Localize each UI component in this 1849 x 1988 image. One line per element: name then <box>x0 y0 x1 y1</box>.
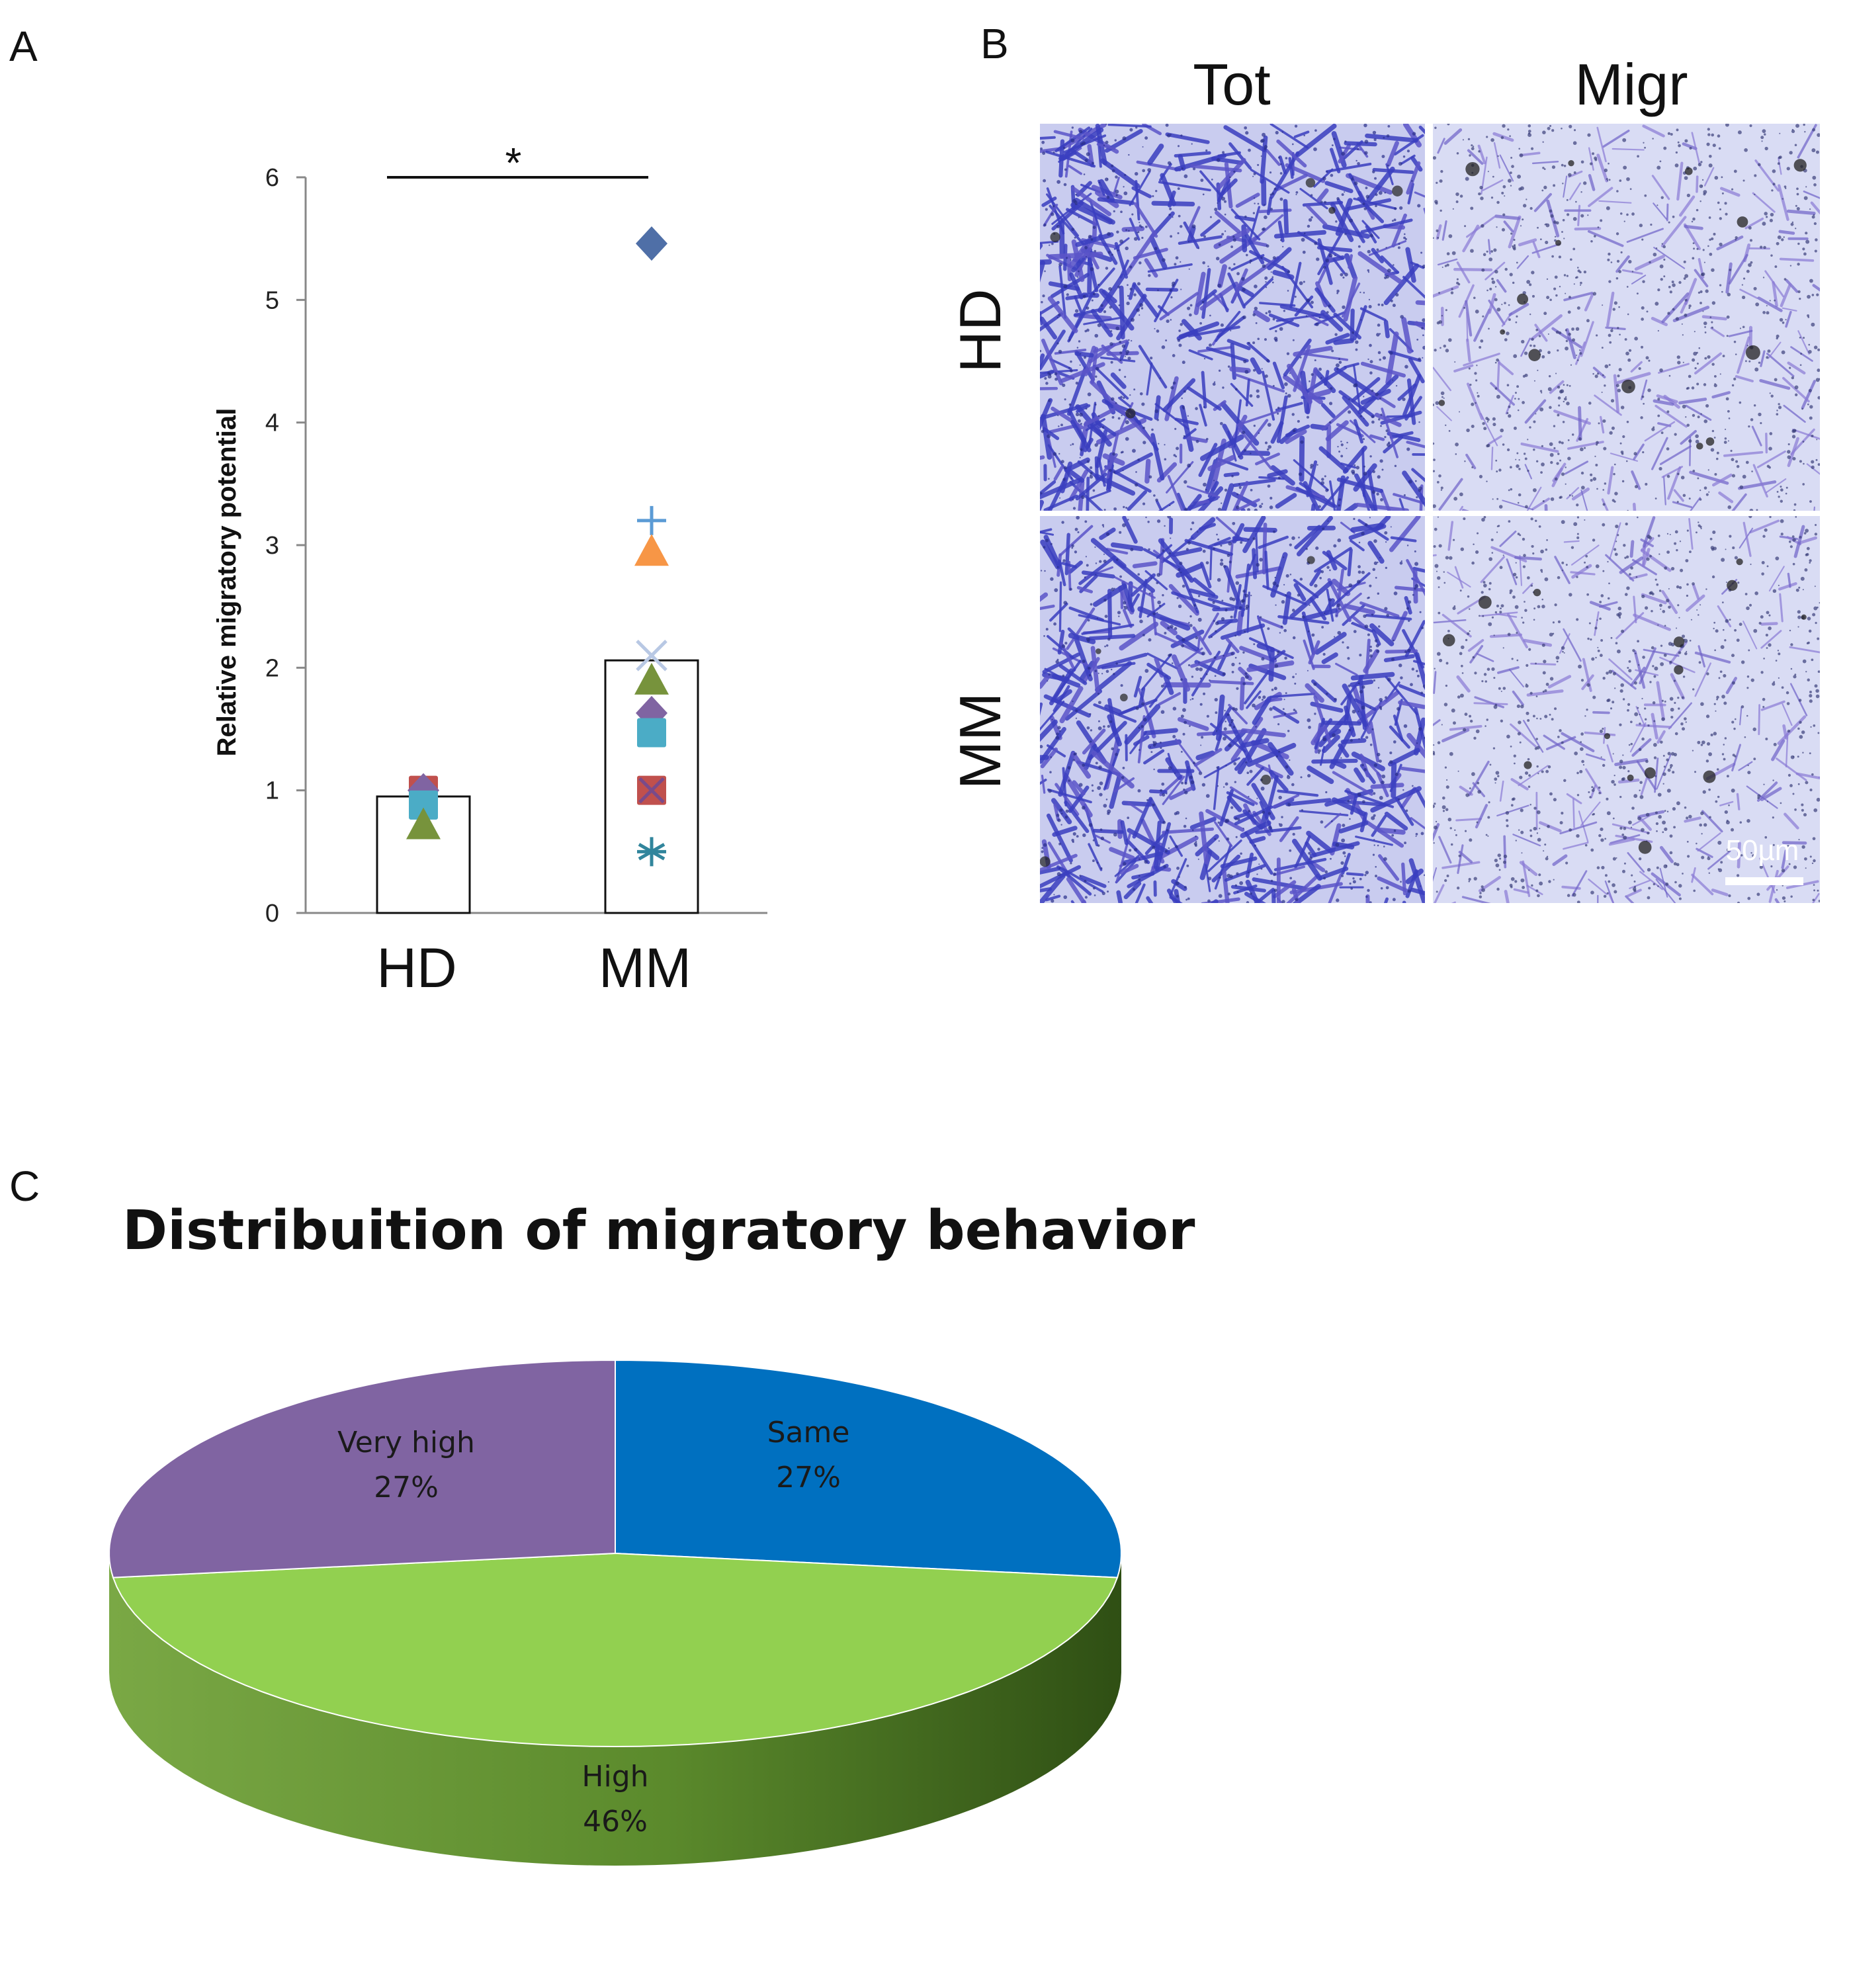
point-mm-triangle <box>634 534 669 566</box>
row-label-hd: HD <box>947 288 1013 372</box>
scale-bar <box>1725 877 1803 885</box>
category-label-hd: HD <box>376 937 456 999</box>
significance-star: * <box>505 139 522 187</box>
column-label-tot: Tot <box>1193 52 1270 117</box>
a-data-points <box>406 226 669 867</box>
pie-label-name: Same <box>767 1416 850 1449</box>
point-mm-plus <box>637 505 666 535</box>
panel-c: C Distribuition of migratory behavior Sa… <box>9 1162 1195 1866</box>
pie-title: Distribuition of migratory behavior <box>122 1199 1195 1262</box>
point-mm-cross <box>636 640 667 671</box>
y-tick-label: 4 <box>265 410 279 437</box>
category-label-mm: MM <box>599 937 691 999</box>
row-label-mm: MM <box>947 693 1013 790</box>
panel-a-letter: A <box>9 22 38 70</box>
micrograph-grid <box>1040 124 1820 903</box>
pie-label-percent: 46% <box>583 1805 648 1838</box>
point-mm-square-x <box>637 775 666 805</box>
significance-bracket: * <box>387 139 648 187</box>
point-hd-square <box>409 790 438 820</box>
micrograph-mm-migr <box>1433 516 1820 903</box>
y-tick-label: 0 <box>265 900 279 928</box>
pie-label-name: Very high <box>337 1426 475 1459</box>
pie-label-percent: 27% <box>776 1461 841 1494</box>
point-mm-asterisk <box>637 837 666 867</box>
panel-b-letter: B <box>980 20 1009 67</box>
y-tick-label: 1 <box>265 777 279 805</box>
micrograph-mm-tot <box>1040 516 1425 903</box>
pie-slice-high <box>112 1552 1119 1748</box>
column-label-migr: Migr <box>1574 52 1688 117</box>
y-tick-label: 2 <box>265 654 279 682</box>
panel-b: B Tot Migr HD MM 50µm <box>947 20 1820 903</box>
point-hd-triangle <box>406 807 441 840</box>
micrograph-hd-migr <box>1433 124 1820 511</box>
pie-side-wall <box>109 1553 1121 1866</box>
y-axis-label: Relative migratory potential <box>212 408 241 757</box>
pie-label-name: High <box>581 1760 648 1794</box>
point-mm-diamond <box>636 226 667 261</box>
micrograph-hd-tot <box>1040 124 1425 511</box>
point-mm-square <box>637 718 666 748</box>
pie-slice-very-high <box>108 1359 616 1578</box>
y-tick-label: 3 <box>265 532 279 560</box>
point-mm-triangle <box>634 662 669 695</box>
panel-a: A Relative migratory potential 0 1 2 3 4 5 6 H… <box>9 22 767 999</box>
pie-label-percent: 27% <box>374 1471 439 1504</box>
a-category-labels: HD MM <box>376 937 691 999</box>
panel-c-letter: C <box>9 1162 40 1210</box>
pie-slice-same <box>615 1359 1122 1578</box>
y-tick-label: 6 <box>265 164 279 192</box>
pie-chart: Same 27% High 46% Very high 27% <box>108 1359 1122 1866</box>
scale-bar-label: 50µm <box>1726 834 1799 867</box>
y-tick-label: 5 <box>265 286 279 314</box>
